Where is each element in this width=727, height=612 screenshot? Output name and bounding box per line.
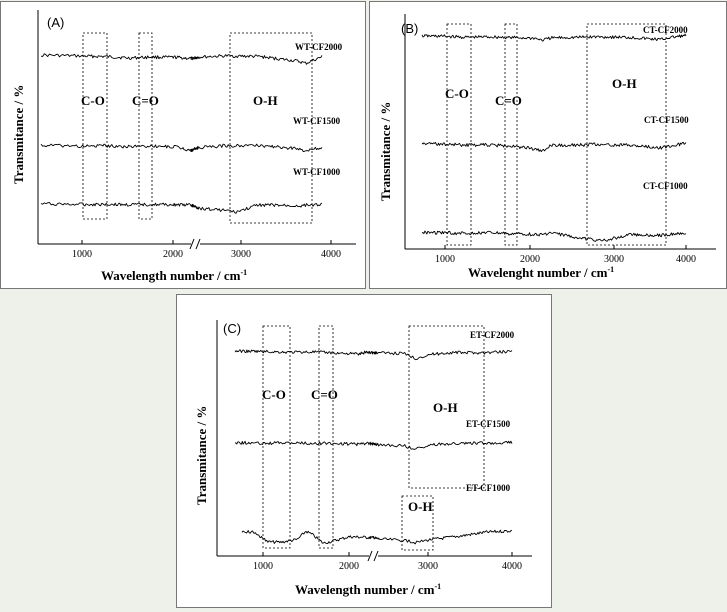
spectrum-line <box>421 230 687 242</box>
x-tick-label: 4000 <box>676 254 696 265</box>
annotation-c-o: C-O <box>81 93 105 108</box>
annotation-c-double-o: C=O <box>495 93 522 108</box>
spectrum-line <box>234 349 513 361</box>
series-label: CT-CF2000 <box>643 25 688 35</box>
panel-a: (A) Transmitance / % 1000 2000 3000 4000 C-… <box>0 1 366 289</box>
spectrum-line <box>241 529 513 545</box>
x-tick-label: 4000 <box>502 561 522 572</box>
annotation-o-h: O-H <box>612 76 637 91</box>
series-label: WT-CF1000 <box>293 167 341 177</box>
annotation-c-o: C-O <box>262 387 286 402</box>
band-box-o-h <box>586 23 667 246</box>
annotation-o-h-small: O-H <box>408 499 433 514</box>
x-tick-label: 2000 <box>520 254 540 265</box>
x-tick-label: 3000 <box>231 249 251 260</box>
panel-b: (B) Transmitance / % 1000 2000 3000 4000 C-… <box>369 1 727 289</box>
chart-b: (B) Transmitance / % 1000 2000 3000 4000 C-… <box>378 14 716 280</box>
series-label: ET-CF1500 <box>466 419 511 429</box>
series-label: ET-CF2000 <box>470 330 515 340</box>
series-label: ET-CF1000 <box>466 483 511 493</box>
panel-label: (C) <box>223 321 241 336</box>
annotation-o-h: O-H <box>433 400 458 415</box>
x-axis-label: Wavelength number / cm-1 <box>101 268 247 283</box>
band-boxes <box>446 23 667 246</box>
annotation-c-double-o: C=O <box>132 93 159 108</box>
x-axis-label: Wavelength number / cm-1 <box>295 582 441 597</box>
band-boxes <box>262 325 485 551</box>
x-axis-label: Wavelenght number / cm-1 <box>468 265 614 280</box>
band-boxes <box>82 32 313 224</box>
series-label: CT-CF1500 <box>644 115 689 125</box>
band-box-c-double-o <box>504 23 518 246</box>
spectrum-line <box>40 53 323 65</box>
x-tick-label: 4000 <box>321 249 341 260</box>
y-axis-label: Transmitance / % <box>194 406 209 505</box>
band-box-c-double-o <box>138 32 153 220</box>
annotation-o-h: O-H <box>253 93 278 108</box>
panel-label: (A) <box>47 15 64 30</box>
spectrum-line <box>234 440 513 450</box>
x-tick-label: 1000 <box>435 254 455 265</box>
series-label: WT-CF2000 <box>295 42 343 52</box>
chart-a: (A) Transmitance / % 1000 2000 3000 4000 C-… <box>11 10 356 283</box>
band-box-o-h <box>408 325 485 489</box>
spectrum-line <box>40 143 323 153</box>
x-tick-label: 2000 <box>163 249 183 260</box>
annotation-c-double-o: C=O <box>311 387 338 402</box>
axis-break <box>189 238 201 250</box>
spectrum-line <box>40 201 323 214</box>
spectra <box>421 33 687 242</box>
band-box-c-o <box>82 32 108 220</box>
x-tick-label: 2000 <box>339 561 359 572</box>
x-ticks: 1000 2000 3000 4000 <box>72 240 341 260</box>
series-label: CT-CF1000 <box>643 181 688 191</box>
band-box-c-o <box>262 325 291 549</box>
x-tick-label: 3000 <box>604 254 624 265</box>
series-label: WT-CF1500 <box>293 116 341 126</box>
band-box-o-h <box>229 32 313 224</box>
axis-break <box>367 550 379 562</box>
chart-c: (C) Transmitance / % 1000 2000 3000 4000 C-… <box>194 320 532 597</box>
x-ticks: 1000 2000 3000 4000 <box>435 245 696 265</box>
spectra <box>40 53 323 214</box>
panel-c: (C) Transmitance / % 1000 2000 3000 4000 C-… <box>176 294 552 608</box>
x-tick-label: 3000 <box>418 561 438 572</box>
spectrum-line <box>421 33 687 42</box>
y-axis-label: Transmitance / % <box>11 85 26 184</box>
band-box-c-o <box>446 23 472 246</box>
band-box-c-double-o <box>318 325 334 549</box>
panel-label: (B) <box>401 21 418 36</box>
x-tick-label: 1000 <box>253 561 273 572</box>
x-ticks: 1000 2000 3000 4000 <box>253 552 522 572</box>
annotation-c-o: C-O <box>445 86 469 101</box>
spectrum-line <box>421 141 687 153</box>
x-tick-label: 1000 <box>72 249 92 260</box>
band-box-o-h-small <box>401 495 434 551</box>
spectra <box>234 349 513 545</box>
y-axis-label: Transmitance / % <box>378 102 393 201</box>
